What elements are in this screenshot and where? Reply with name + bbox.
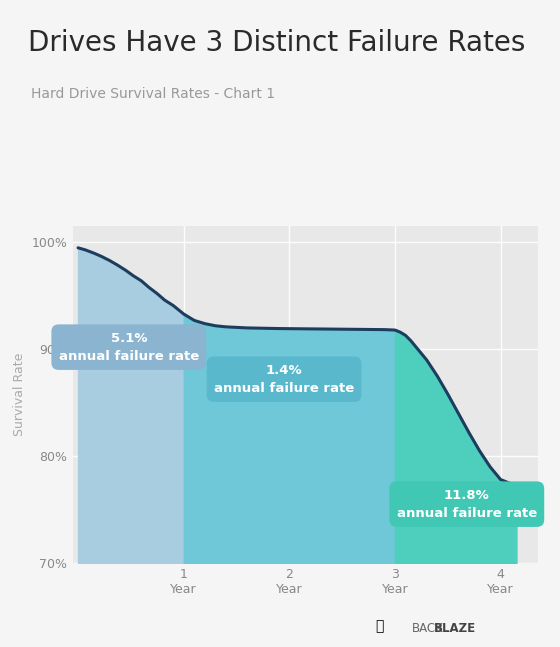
Text: 5.1%
annual failure rate: 5.1% annual failure rate [59, 332, 199, 362]
Text: 1.4%
annual failure rate: 1.4% annual failure rate [214, 364, 354, 395]
Text: BLAZE: BLAZE [434, 622, 476, 635]
Text: 11.8%
annual failure rate: 11.8% annual failure rate [396, 488, 537, 520]
Text: 🔥: 🔥 [375, 619, 384, 633]
Text: Hard Drive Survival Rates - Chart 1: Hard Drive Survival Rates - Chart 1 [31, 87, 275, 102]
Text: BACK: BACK [412, 622, 444, 635]
Text: Drives Have 3 Distinct Failure Rates: Drives Have 3 Distinct Failure Rates [28, 29, 525, 57]
Y-axis label: Survival Rate: Survival Rate [13, 353, 26, 436]
